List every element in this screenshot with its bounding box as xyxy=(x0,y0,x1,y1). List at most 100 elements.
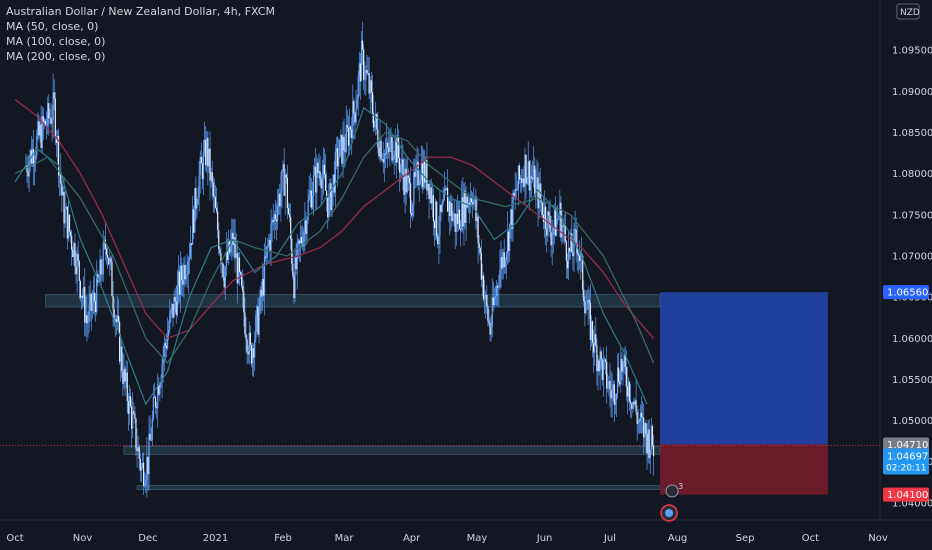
candle-body xyxy=(608,380,610,388)
candle-body xyxy=(317,162,319,174)
candle-body xyxy=(503,252,505,268)
candle-body xyxy=(364,79,366,81)
candle-body xyxy=(76,253,78,275)
candle-body xyxy=(648,429,650,459)
candle-body xyxy=(237,257,239,284)
candle-body xyxy=(277,206,279,222)
y-tick-label: 1.07000 xyxy=(892,251,932,262)
candle-body xyxy=(358,63,360,77)
candle-body xyxy=(83,286,85,298)
event-badge-icon[interactable] xyxy=(665,484,679,498)
x-tick-label: May xyxy=(467,533,488,544)
time-axis[interactable] xyxy=(0,520,932,550)
indicator-ma50[interactable]: MA (50, close, 0) xyxy=(6,20,99,33)
candle-body xyxy=(639,412,642,422)
ma-100-line[interactable] xyxy=(14,131,655,364)
candle-body xyxy=(484,298,486,300)
candle-body xyxy=(109,258,111,265)
candle-body xyxy=(572,252,574,257)
current-price-label: 1.04697 xyxy=(887,452,928,463)
candle-body xyxy=(494,296,497,298)
target-zone[interactable] xyxy=(660,292,828,445)
indicator-ma200[interactable]: MA (200, close, 0) xyxy=(6,50,106,63)
candle-body xyxy=(231,232,233,243)
candle-body xyxy=(427,183,429,191)
candle-body xyxy=(66,206,68,239)
candle-body xyxy=(75,266,77,275)
candle-body xyxy=(212,182,214,197)
candle-body xyxy=(529,176,532,191)
candle-body xyxy=(479,248,481,254)
candle-body xyxy=(244,312,246,334)
candle-body xyxy=(62,191,64,196)
candle-body xyxy=(513,192,515,198)
candle-body xyxy=(342,136,344,164)
candle-body xyxy=(251,348,254,364)
candle-body xyxy=(587,299,589,310)
support-zone[interactable] xyxy=(123,445,661,455)
y-tick-label: 1.05500 xyxy=(892,375,932,386)
candle-body xyxy=(628,381,631,402)
currency-badge[interactable] xyxy=(896,3,920,20)
candle-body xyxy=(419,179,421,184)
candle-body xyxy=(611,391,613,399)
candle-body xyxy=(339,140,341,158)
candle-body xyxy=(90,293,92,311)
candle-body xyxy=(561,225,563,238)
candle-body xyxy=(57,136,60,176)
x-tick-label: Jun xyxy=(536,533,553,544)
candle-body xyxy=(550,231,552,246)
candle-body xyxy=(79,280,81,298)
candle-body xyxy=(96,273,98,313)
candle-body xyxy=(387,142,389,148)
stop-price-label: 1.04100 xyxy=(887,490,928,501)
candle-body xyxy=(285,174,287,178)
candle-body xyxy=(125,372,127,382)
y-tick-label: 1.08000 xyxy=(892,169,932,180)
entry-price-label-bg xyxy=(883,437,929,452)
candle-body xyxy=(570,233,572,252)
candle-body xyxy=(527,161,529,179)
candle-body xyxy=(385,142,388,154)
candle-body xyxy=(569,247,571,252)
candle-body xyxy=(373,120,376,128)
candle-body xyxy=(444,189,447,191)
support-zone[interactable] xyxy=(136,485,661,490)
candle-body xyxy=(333,174,335,193)
x-tick-label: Mar xyxy=(335,533,355,544)
indicator-ma100[interactable]: MA (100, close, 0) xyxy=(6,35,106,48)
symbol-title[interactable]: Australian Dollar / New Zealand Dollar, … xyxy=(6,5,275,18)
candle-body xyxy=(282,164,284,170)
candle-body xyxy=(168,329,170,336)
candle-body xyxy=(268,239,270,245)
candle-body xyxy=(452,217,454,221)
candle-body xyxy=(382,159,384,163)
candle-body xyxy=(480,253,482,280)
candle-body xyxy=(540,199,542,203)
candle-body xyxy=(377,129,379,148)
candle-body xyxy=(601,359,603,380)
candle-body xyxy=(383,153,385,163)
x-tick-label: Sep xyxy=(736,533,755,544)
x-tick-label: Dec xyxy=(138,533,157,544)
candle-body xyxy=(176,285,178,316)
candle-body xyxy=(599,351,601,372)
target-price-label: 1.06560 xyxy=(887,288,928,299)
candle-body xyxy=(51,120,53,124)
candle-body xyxy=(222,263,224,278)
candle-body xyxy=(344,150,346,152)
ma-200-line[interactable] xyxy=(14,99,654,340)
candle-body xyxy=(366,70,368,74)
ma-50-line[interactable] xyxy=(14,106,648,406)
candle-body xyxy=(448,201,450,212)
candle-body xyxy=(139,458,141,471)
candle-body xyxy=(327,197,329,218)
candle-body xyxy=(326,190,328,198)
candle-body xyxy=(138,447,140,459)
candle-body xyxy=(166,335,169,349)
candle-body xyxy=(538,183,540,209)
stop-zone[interactable] xyxy=(660,444,828,495)
candle-body xyxy=(35,155,37,161)
candle-body xyxy=(431,195,433,204)
